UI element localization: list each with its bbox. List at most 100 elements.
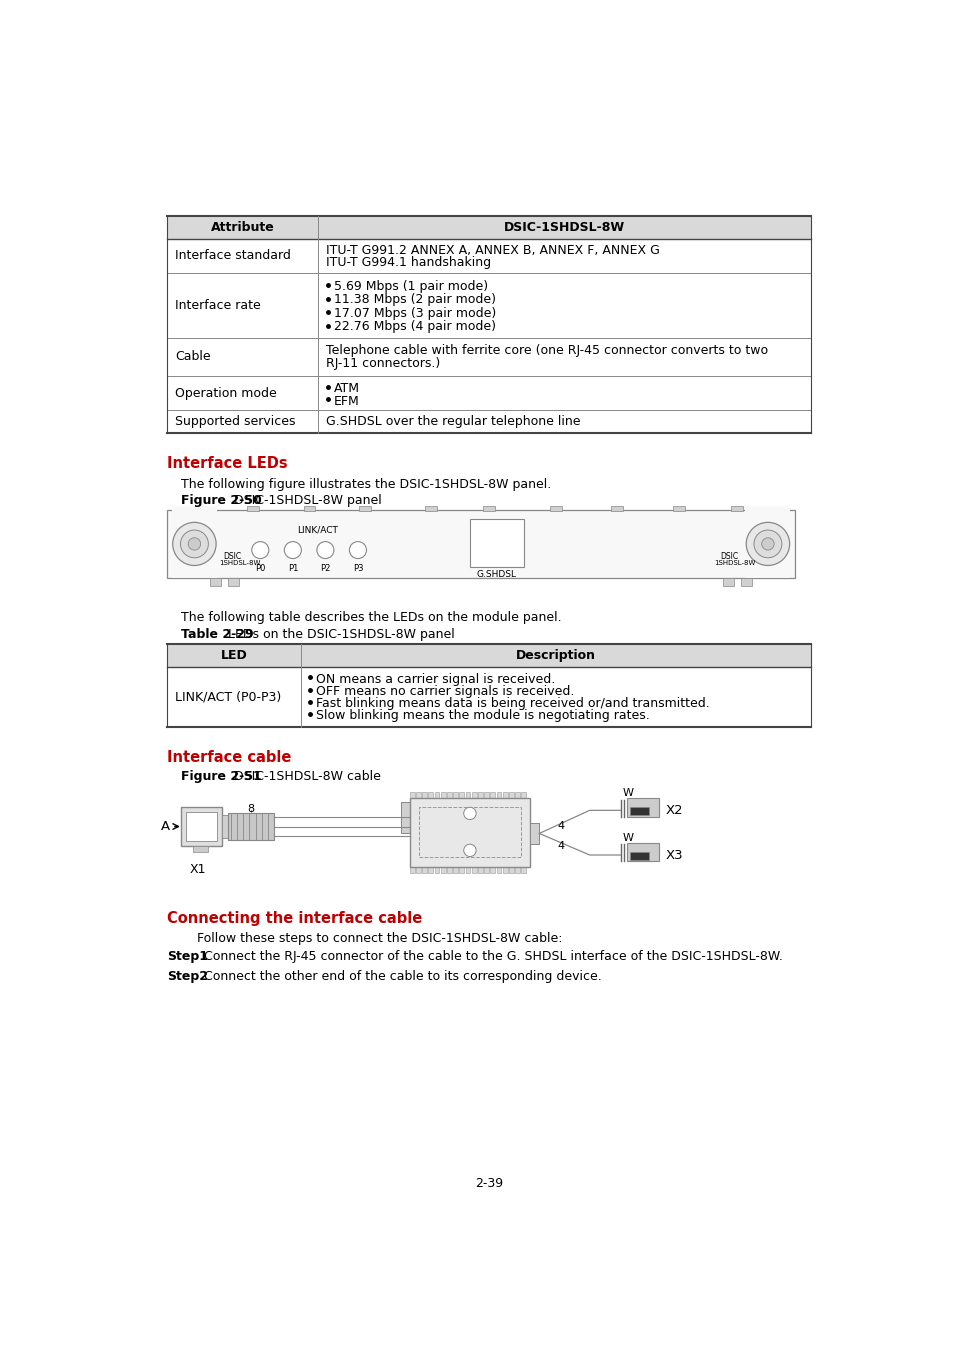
Bar: [731, 506, 742, 510]
Bar: [435, 792, 439, 798]
Circle shape: [760, 537, 773, 549]
Text: W: W: [622, 788, 634, 798]
Text: DSIC-1SHDSL-8W panel: DSIC-1SHDSL-8W panel: [230, 494, 381, 508]
Bar: [447, 867, 452, 872]
Bar: [459, 867, 464, 872]
Circle shape: [753, 531, 781, 558]
Bar: [459, 792, 464, 798]
Text: 4: 4: [557, 841, 564, 850]
Text: Interface rate: Interface rate: [174, 298, 260, 312]
Bar: [167, 510, 794, 578]
Bar: [744, 506, 790, 512]
Circle shape: [316, 541, 334, 559]
Text: DSIC-1SHDSL-8W cable: DSIC-1SHDSL-8W cable: [230, 769, 380, 783]
Bar: [744, 572, 790, 578]
Bar: [228, 814, 274, 840]
Bar: [497, 792, 500, 798]
Text: Operation mode: Operation mode: [174, 386, 276, 400]
Text: Step1: Step1: [167, 950, 208, 963]
Bar: [418, 807, 520, 857]
Text: Connecting the interface cable: Connecting the interface cable: [167, 911, 422, 926]
Bar: [416, 792, 420, 798]
Text: DSIC-1SHDSL-8W: DSIC-1SHDSL-8W: [503, 221, 624, 234]
Circle shape: [188, 537, 200, 549]
Bar: [453, 867, 457, 872]
Text: 5.69 Mbps (1 pair mode): 5.69 Mbps (1 pair mode): [334, 279, 488, 293]
Bar: [210, 578, 220, 586]
Bar: [611, 506, 622, 510]
Bar: [722, 578, 733, 586]
Bar: [172, 572, 216, 578]
Text: DSIC: DSIC: [720, 552, 738, 562]
Text: Table 2-29: Table 2-29: [181, 628, 253, 641]
Text: W: W: [622, 833, 634, 842]
Bar: [440, 792, 445, 798]
Bar: [303, 506, 315, 510]
Text: 17.07 Mbps (3 pair mode): 17.07 Mbps (3 pair mode): [334, 306, 496, 320]
Circle shape: [463, 807, 476, 819]
Bar: [629, 852, 648, 860]
Text: Interface cable: Interface cable: [167, 751, 292, 765]
Text: Connect the RJ-45 connector of the cable to the G. SHDSL interface of the DSIC-1: Connect the RJ-45 connector of the cable…: [204, 950, 782, 963]
Bar: [425, 506, 436, 510]
Bar: [490, 867, 495, 872]
Text: Interface standard: Interface standard: [174, 250, 291, 262]
Bar: [521, 867, 525, 872]
Text: OFF means no carrier signals is received.: OFF means no carrier signals is received…: [315, 684, 574, 698]
Bar: [228, 578, 238, 586]
Bar: [502, 867, 507, 872]
Bar: [167, 644, 810, 667]
Bar: [626, 842, 659, 861]
Bar: [453, 792, 457, 798]
Bar: [465, 792, 470, 798]
Circle shape: [349, 541, 366, 559]
Bar: [410, 792, 415, 798]
Bar: [447, 792, 452, 798]
Bar: [477, 792, 482, 798]
Bar: [247, 506, 258, 510]
Text: 8: 8: [247, 805, 254, 814]
Bar: [422, 792, 427, 798]
Text: X1: X1: [189, 863, 206, 876]
Circle shape: [463, 844, 476, 856]
Text: A: A: [161, 819, 171, 833]
Text: LED: LED: [220, 649, 247, 662]
Text: Telephone cable with ferrite core (one RJ-45 connector converts to two: Telephone cable with ferrite core (one R…: [326, 344, 767, 358]
Text: 22.76 Mbps (4 pair mode): 22.76 Mbps (4 pair mode): [334, 320, 496, 333]
Text: Slow blinking means the module is negotiating rates.: Slow blinking means the module is negoti…: [315, 710, 649, 722]
Bar: [416, 867, 420, 872]
Circle shape: [180, 531, 208, 558]
Text: 1SHDSL-8W: 1SHDSL-8W: [219, 560, 260, 566]
Bar: [465, 867, 470, 872]
Text: P0: P0: [254, 564, 265, 572]
Text: The following table describes the LEDs on the module panel.: The following table describes the LEDs o…: [181, 612, 561, 624]
Text: Interface LEDs: Interface LEDs: [167, 456, 288, 471]
Text: Cable: Cable: [174, 350, 211, 363]
Bar: [484, 792, 488, 798]
Bar: [204, 506, 216, 510]
Text: 11.38 Mbps (2 pair mode): 11.38 Mbps (2 pair mode): [334, 293, 496, 306]
Text: Supported services: Supported services: [174, 414, 295, 428]
Text: 1SHDSL-8W: 1SHDSL-8W: [714, 560, 755, 566]
Text: 4: 4: [557, 821, 564, 832]
Bar: [521, 792, 525, 798]
Text: X2: X2: [665, 803, 682, 817]
Text: EFM: EFM: [334, 394, 359, 408]
Circle shape: [284, 541, 301, 559]
Bar: [359, 506, 371, 510]
Text: G.SHDSL: G.SHDSL: [476, 570, 517, 579]
Text: Follow these steps to connect the DSIC-1SHDSL-8W cable:: Follow these steps to connect the DSIC-1…: [196, 931, 561, 945]
Bar: [502, 792, 507, 798]
Circle shape: [745, 522, 789, 566]
Text: RJ-11 connectors.): RJ-11 connectors.): [326, 356, 440, 370]
Bar: [515, 792, 519, 798]
Text: ITU-T G991.2 ANNEX A, ANNEX B, ANNEX F, ANNEX G: ITU-T G991.2 ANNEX A, ANNEX B, ANNEX F, …: [326, 243, 659, 256]
Bar: [629, 807, 648, 815]
Bar: [435, 867, 439, 872]
Text: Connect the other end of the cable to its corresponding device.: Connect the other end of the cable to it…: [204, 971, 601, 983]
Bar: [484, 867, 488, 872]
Circle shape: [172, 522, 216, 566]
Bar: [422, 867, 427, 872]
Bar: [221, 815, 228, 838]
Text: X3: X3: [665, 849, 682, 861]
